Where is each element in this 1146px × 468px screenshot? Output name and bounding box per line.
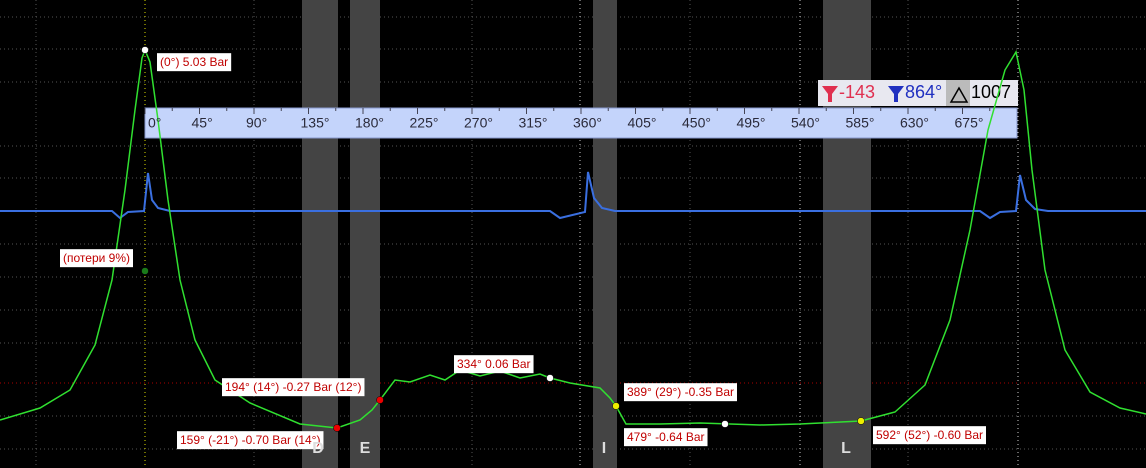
delta-value: 1007 bbox=[971, 82, 1011, 102]
annotation: (потери 9%) bbox=[63, 251, 130, 265]
scale-label: 495° bbox=[737, 115, 766, 131]
annotation-box bbox=[624, 428, 708, 447]
annotation: 389° (29°) -0.35 Bar bbox=[627, 385, 734, 399]
annotation-box bbox=[222, 378, 365, 397]
annotation-box bbox=[624, 383, 737, 402]
phase-bands bbox=[302, 0, 871, 468]
annotation-box bbox=[60, 249, 133, 268]
min-value: -143 bbox=[839, 82, 875, 102]
annotation-box bbox=[454, 355, 534, 374]
annotation-box bbox=[157, 53, 232, 72]
scale-label: 270° bbox=[464, 115, 493, 131]
scale-label: 675° bbox=[955, 115, 984, 131]
scale-label: 540° bbox=[791, 115, 820, 131]
scale-label: 360° bbox=[573, 115, 602, 131]
scale-label: 585° bbox=[846, 115, 875, 131]
annotation: 479° -0.64 Bar bbox=[627, 430, 705, 444]
scale-label: 315° bbox=[519, 115, 548, 131]
annotation: 334° 0.06 Bar bbox=[457, 357, 531, 371]
annotation: 592° (52°) -0.60 Bar bbox=[876, 428, 983, 442]
scale-label: 90° bbox=[246, 115, 267, 131]
vibration-trace bbox=[0, 171, 1146, 220]
annotation-box bbox=[177, 431, 324, 450]
scale-label: 0° bbox=[148, 115, 161, 131]
phase-letter: D bbox=[312, 440, 324, 457]
scale-label: 630° bbox=[900, 115, 929, 131]
scale-label: 135° bbox=[301, 115, 330, 131]
annotation: 194° (14°) -0.27 Bar (12°) bbox=[225, 380, 361, 394]
max-value: 864° bbox=[905, 82, 942, 102]
annotation: (0°) 5.03 Bar bbox=[160, 55, 228, 69]
phase-letter: E bbox=[360, 440, 371, 457]
scale-label: 180° bbox=[355, 115, 384, 131]
scale-label: 405° bbox=[628, 115, 657, 131]
scale-label: 225° bbox=[410, 115, 439, 131]
markers bbox=[141, 46, 865, 432]
scale-label: 450° bbox=[682, 115, 711, 131]
phase-letter: I bbox=[602, 440, 606, 457]
phase-letter: L bbox=[841, 440, 851, 457]
toolbar: -143 864° 1007 bbox=[818, 80, 1018, 106]
annotation-box bbox=[873, 426, 986, 445]
scale-label: 45° bbox=[192, 115, 213, 131]
annotation: 159° (-21°) -0.70 Bar (14°) bbox=[180, 433, 320, 447]
pressure-trace bbox=[0, 47, 1146, 429]
